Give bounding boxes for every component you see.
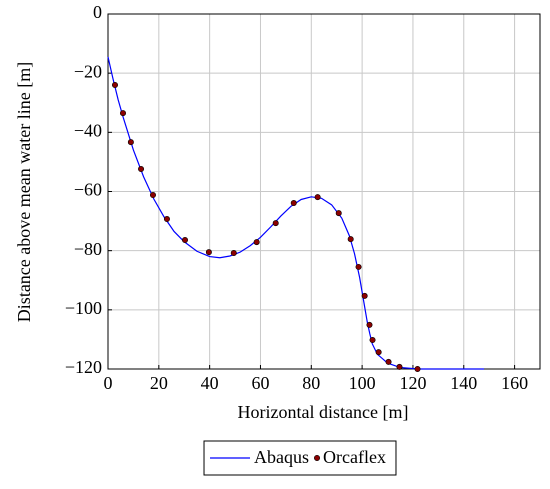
x-tick-label: 160 [501, 373, 528, 393]
x-tick-label: 20 [150, 373, 168, 393]
marker [290, 200, 297, 207]
marker [369, 337, 376, 344]
marker [335, 210, 342, 217]
legend-label: Abaqus [254, 447, 309, 467]
marker [205, 249, 212, 256]
marker [347, 236, 354, 243]
marker [314, 194, 321, 201]
y-tick-label: −80 [74, 239, 102, 259]
y-tick-label: −60 [74, 180, 102, 200]
marker [414, 365, 421, 372]
y-tick-label: −100 [65, 298, 102, 318]
x-tick-label: 100 [349, 373, 376, 393]
marker [396, 363, 403, 370]
line [107, 56, 485, 370]
y-axis-label: Distance above mean water line [m] [14, 62, 34, 322]
legend-symbol [314, 454, 321, 461]
marker [385, 358, 392, 365]
marker [230, 250, 237, 257]
x-tick-label: 80 [302, 373, 320, 393]
y-tick-label: 0 [93, 2, 102, 22]
marker [149, 192, 156, 199]
marker [366, 321, 373, 328]
marker [253, 239, 260, 246]
marker [375, 349, 382, 356]
marker [138, 166, 145, 173]
x-tick-label: 140 [450, 373, 477, 393]
plot-frame [107, 13, 541, 370]
legend: Abaqus Orcaflex [203, 440, 397, 476]
y-tick-label: −20 [74, 61, 102, 81]
marker [181, 237, 188, 244]
x-tick-label: 60 [251, 373, 269, 393]
y-tick-label: −120 [65, 357, 102, 377]
marker [119, 110, 126, 117]
marker [111, 82, 118, 89]
y-tick-label: −40 [74, 120, 102, 140]
marker [361, 292, 368, 299]
x-tick-label: 0 [104, 373, 113, 393]
marker [163, 216, 170, 223]
marker [355, 263, 362, 270]
legend-label: Orcaflex [323, 447, 386, 467]
marker [127, 139, 134, 146]
x-tick-label: 40 [201, 373, 219, 393]
x-axis-label: Horizontal distance [m] [238, 402, 409, 422]
marker [272, 220, 279, 227]
x-tick-label: 120 [399, 373, 426, 393]
